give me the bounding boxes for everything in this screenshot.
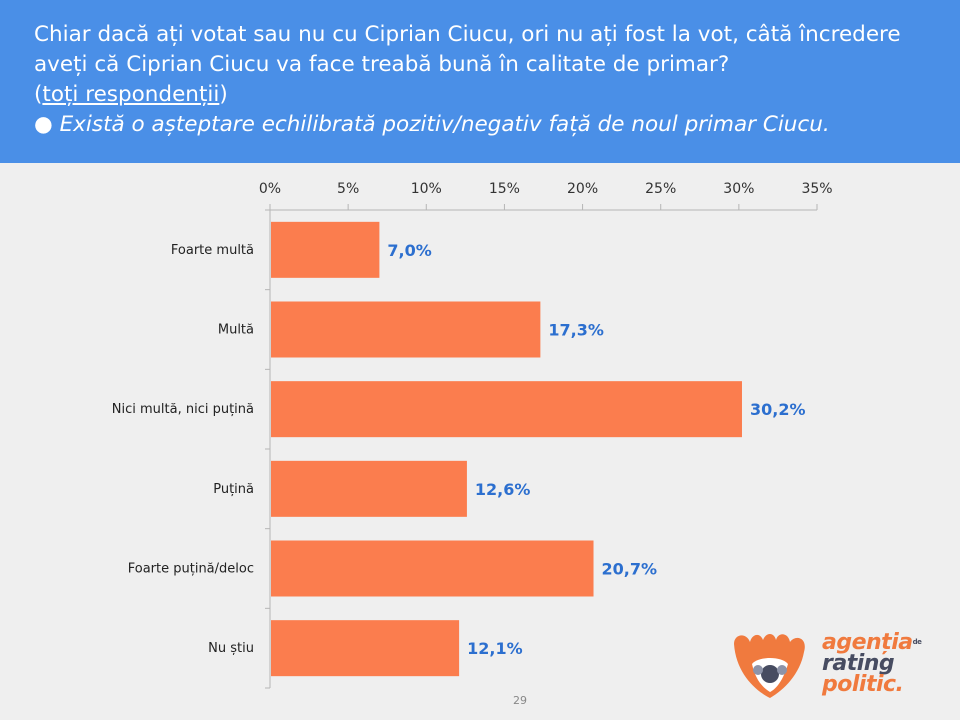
category-label: Foarte multă xyxy=(171,243,254,258)
x-tick-label: 30% xyxy=(723,181,754,197)
bar xyxy=(271,460,467,517)
value-label: 12,6% xyxy=(475,480,531,499)
key-finding: ● Există o așteptare echilibrată pozitiv… xyxy=(34,112,830,137)
logo-line-1: agențiade xyxy=(822,630,922,655)
bar xyxy=(271,221,380,278)
x-tick-label: 25% xyxy=(645,181,676,197)
value-label: 7,0% xyxy=(387,241,431,260)
respondents-label: toți respondenții xyxy=(42,82,220,107)
value-label: 17,3% xyxy=(548,321,604,340)
respondents-line: (toți respondenții) xyxy=(34,82,228,107)
agency-logo: agențiade rating politic. xyxy=(730,630,930,702)
logo-mark-icon xyxy=(734,634,805,698)
value-label: 20,7% xyxy=(602,560,658,579)
x-tick-label: 20% xyxy=(567,181,598,197)
x-tick-label: 35% xyxy=(801,181,832,197)
bar xyxy=(271,620,460,677)
value-label: 12,1% xyxy=(467,639,523,658)
respondents-open: ( xyxy=(34,82,43,107)
logo-line-2: rating xyxy=(822,651,895,676)
logo-line-3: politic. xyxy=(822,672,904,697)
logo-wordmark: agențiade rating politic. xyxy=(822,630,922,697)
x-tick-label: 15% xyxy=(489,181,520,197)
category-label: Nu știu xyxy=(208,641,254,656)
page-number: 29 xyxy=(513,694,527,707)
category-label: Foarte puțină/deloc xyxy=(128,562,254,577)
category-label: Multă xyxy=(218,323,254,338)
survey-question: Chiar dacă ați votat sau nu cu Ciprian C… xyxy=(34,22,901,77)
x-tick-label: 5% xyxy=(337,181,359,197)
respondents-close: ) xyxy=(219,82,228,107)
header-banner: Chiar dacă ați votat sau nu cu Ciprian C… xyxy=(0,0,960,163)
x-tick-label: 10% xyxy=(411,181,442,197)
bar xyxy=(271,301,541,358)
x-tick-label: 0% xyxy=(259,181,281,197)
value-label: 30,2% xyxy=(750,400,806,419)
category-label: Puțină xyxy=(213,482,254,497)
bar xyxy=(271,381,742,438)
bar xyxy=(271,540,594,597)
category-label: Nici multă, nici puțină xyxy=(112,402,254,417)
